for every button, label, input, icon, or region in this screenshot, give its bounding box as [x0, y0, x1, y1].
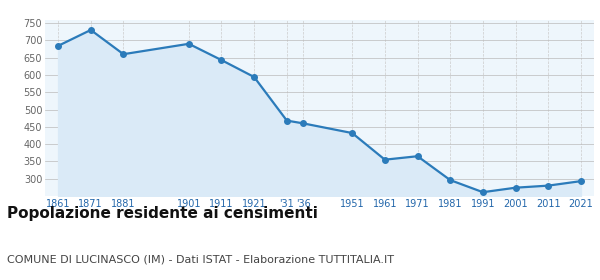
Point [544, 183, 553, 188]
Point [250, 75, 259, 79]
Text: Popolazione residente ai censimenti: Popolazione residente ai censimenti [7, 206, 318, 221]
Point [53, 44, 63, 48]
Point [445, 178, 455, 182]
Point [347, 131, 357, 135]
Point [298, 121, 308, 126]
Point [413, 154, 422, 158]
Point [576, 179, 586, 183]
Point [217, 58, 226, 62]
Point [282, 118, 292, 123]
Text: COMUNE DI LUCINASCO (IM) - Dati ISTAT - Elaborazione TUTTITALIA.IT: COMUNE DI LUCINASCO (IM) - Dati ISTAT - … [7, 255, 394, 265]
Point [511, 185, 520, 190]
Point [86, 28, 95, 32]
Point [119, 52, 128, 57]
Point [478, 190, 488, 194]
Point [380, 157, 389, 162]
Point [184, 41, 194, 46]
